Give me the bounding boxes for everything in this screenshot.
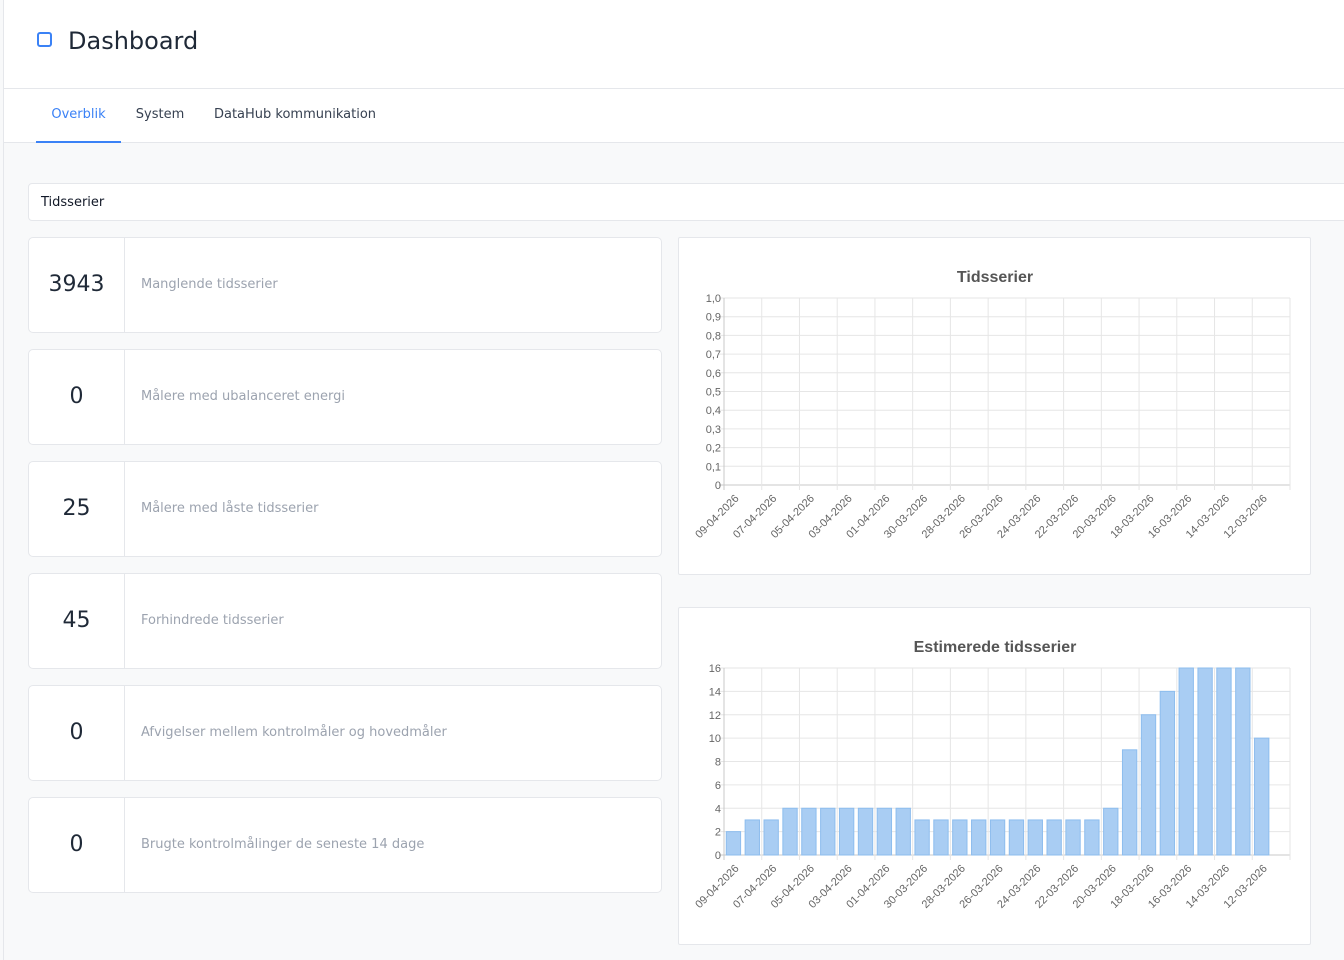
left-divider <box>3 0 4 960</box>
bar <box>1046 819 1062 856</box>
stat-card-manglende-tidsserier[interactable]: 3943 Manglende tidsserier <box>28 237 662 333</box>
stat-label: Afvigelser mellem kontrolmåler og hovedm… <box>141 725 447 740</box>
y-tick-label: 0,5 <box>706 387 721 399</box>
bar <box>1008 819 1025 856</box>
stat-label: Forhindrede tidsserier <box>141 613 284 628</box>
stat-value: 3943 <box>29 238 125 332</box>
stat-card-laaste-tidsserier[interactable]: 25 Målere med låste tidsserier <box>28 461 662 557</box>
y-tick-label: 0,9 <box>706 312 721 324</box>
y-tick-label: 4 <box>715 803 721 815</box>
y-tick-label: 1,0 <box>706 293 721 305</box>
bar <box>782 807 798 856</box>
stat-value: 0 <box>29 350 125 444</box>
section-title: Tidsserier <box>41 195 105 210</box>
bar <box>1140 714 1157 856</box>
bar <box>876 807 893 856</box>
bar <box>1121 749 1138 856</box>
stat-card-afvigelser[interactable]: 0 Afvigelser mellem kontrolmåler og hove… <box>28 685 662 781</box>
y-tick-label: 0,2 <box>706 443 721 455</box>
y-tick-label: 10 <box>709 733 721 745</box>
bar <box>914 819 930 856</box>
bar <box>1159 690 1176 856</box>
bar <box>989 819 1006 856</box>
bar <box>1103 807 1119 856</box>
stat-value: 0 <box>29 686 125 780</box>
y-tick-label: 0,6 <box>706 368 721 380</box>
bar <box>857 807 874 856</box>
y-tick-label: 0,4 <box>706 405 721 417</box>
y-tick-label: 2 <box>715 827 721 839</box>
stat-value: 25 <box>29 462 125 556</box>
bar <box>1178 667 1194 856</box>
bar <box>1235 667 1251 856</box>
bar <box>1084 819 1100 856</box>
bar <box>1216 667 1232 856</box>
tab-overblik[interactable]: Overblik <box>36 89 121 143</box>
tab-datahub-kommunikation[interactable]: DataHub kommunikation <box>213 107 377 122</box>
square-icon <box>37 32 52 47</box>
stat-label: Brugte kontrolmålinger de seneste 14 dag… <box>141 837 425 852</box>
y-tick-label: 0,7 <box>706 349 721 361</box>
bar <box>763 819 779 856</box>
bar <box>744 819 760 856</box>
y-tick-label: 12 <box>709 710 721 722</box>
bar <box>952 819 968 856</box>
tab-system[interactable]: System <box>135 107 185 122</box>
y-tick-label: 0,3 <box>706 424 721 436</box>
page-header: Dashboard <box>4 0 1344 89</box>
stat-card-forhindrede-tidsserier[interactable]: 45 Forhindrede tidsserier <box>28 573 662 669</box>
stat-label: Manglende tidsserier <box>141 277 278 292</box>
bar <box>1197 667 1213 856</box>
stat-card-kontrolmaalinger[interactable]: 0 Brugte kontrolmålinger de seneste 14 d… <box>28 797 662 893</box>
chart-tidsserier: Tidsserier 0 0,1 0,2 0,3 0,4 0,5 0,6 0,7 0,8 0,9 1,… <box>693 269 1291 541</box>
chart-panel-estimerede-tidsserier: Estimerede tidsserier 0 2 4 6 8 10 12 14 16 09-04-… <box>678 607 1311 945</box>
bar <box>933 819 949 856</box>
chart-title: Estimerede tidsserier <box>914 639 1077 656</box>
y-tick-label: 14 <box>709 686 721 698</box>
y-tick-label: 8 <box>715 757 721 769</box>
bar <box>801 807 817 856</box>
y-tick-label: 16 <box>709 663 721 675</box>
tab-bar: Overblik System DataHub kommunikation <box>4 89 1344 143</box>
bar <box>1254 737 1270 856</box>
chart-title: Tidsserier <box>957 269 1033 286</box>
stat-label: Målere med låste tidsserier <box>141 501 319 516</box>
bar <box>725 831 742 856</box>
bar <box>895 807 911 856</box>
stat-card-ubalanceret-energi[interactable]: 0 Målere med ubalanceret energi <box>28 349 662 445</box>
stat-label: Målere med ubalanceret energi <box>141 389 345 404</box>
stat-value: 45 <box>29 574 125 668</box>
y-tick-label: 0 <box>715 480 721 492</box>
bar <box>1065 819 1081 856</box>
chart-panel-tidsserier: Tidsserier 0 0,1 0,2 0,3 0,4 0,5 0,6 0,7 0,8 0,9 1,… <box>678 237 1311 575</box>
y-tick-label: 0,1 <box>706 461 721 473</box>
bar <box>971 819 987 856</box>
page-title: Dashboard <box>68 27 199 55</box>
bar <box>1027 819 1043 856</box>
bar <box>820 807 836 856</box>
section-header: Tidsserier <box>28 183 1344 221</box>
bar <box>838 807 855 856</box>
y-tick-label: 0 <box>715 850 721 862</box>
stat-value: 0 <box>29 798 125 892</box>
chart-estimerede-tidsserier: Estimerede tidsserier024681012141609-04-… <box>693 639 1291 911</box>
y-tick-label: 6 <box>715 780 721 792</box>
y-tick-label: 0,8 <box>706 330 721 342</box>
